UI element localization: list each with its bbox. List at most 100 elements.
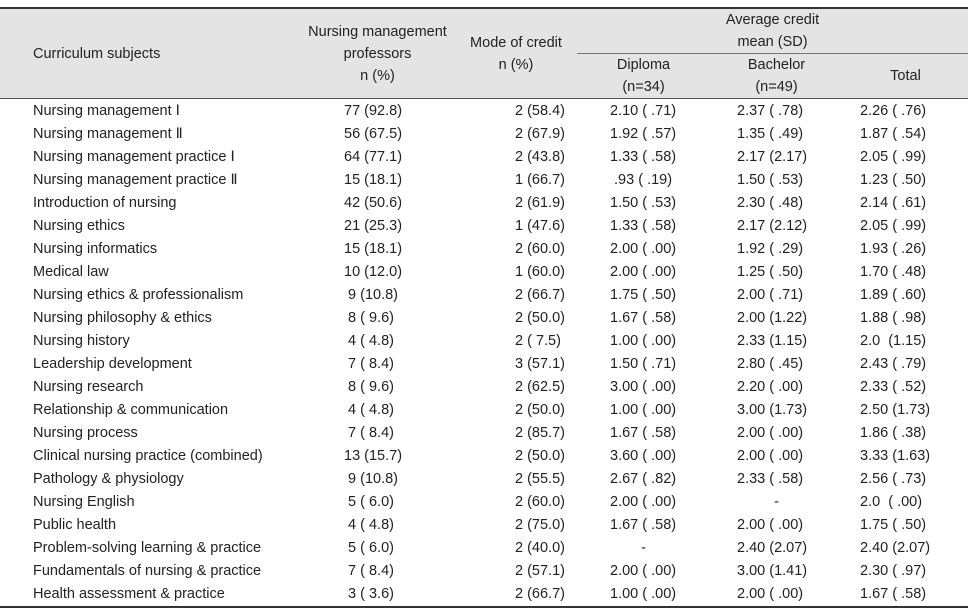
cell-professors: 42 (50.6) [344, 195, 403, 211]
cell-mode: 2 ( 7.5) [515, 333, 561, 349]
cell-bachelor: 2.80 ( .45) [737, 356, 804, 372]
cell-mode: 2 (57.1) [515, 563, 565, 579]
header-professors-line1: Nursing management [308, 23, 447, 40]
cell-mode: 2 (85.7) [515, 425, 565, 441]
cell-subject: Public health [33, 517, 117, 533]
cell-total: 1.86 ( .38) [860, 425, 927, 441]
cell-diploma: 2.67 ( .82) [610, 471, 677, 487]
cell-professors: 77 (92.8) [344, 103, 403, 119]
cell-professors: 15 (18.1) [344, 172, 403, 188]
cell-subject: Nursing process [33, 425, 138, 441]
cell-diploma: .93 ( .19) [610, 172, 673, 188]
cell-mode: 2 (60.0) [515, 241, 565, 257]
cell-subject: Health assessment & practice [0, 583, 300, 608]
cell-bachelor: - [774, 494, 779, 510]
table-row: Nursing ethics 21 (25.3) 1 (47.6) 1.33 ( .5… [0, 215, 968, 238]
cell-total: 2.50 (1.73) [860, 402, 931, 418]
cell-total: 2.0 ( .00) [860, 494, 923, 510]
credit-table: Curriculum subjects Nursing management p… [0, 7, 968, 608]
cell-bachelor: 1.92 ( .29) [737, 241, 804, 257]
cell-professors: 4 ( 4.8) [344, 333, 394, 349]
cell-subject: Nursing philosophy & ethics [33, 310, 212, 326]
cell-mode: 3 (57.1) [515, 356, 565, 372]
cell-total: 2.30 ( .97) [860, 563, 927, 579]
table-row: Health assessment & practice 3 ( 3.6) 2 (… [0, 583, 968, 608]
cell-mode: 2 (50.0) [515, 448, 565, 464]
cell-subject: Leadership development [33, 356, 192, 372]
cell-bachelor: 2.20 ( .00) [737, 379, 804, 395]
cell-bachelor: 3.00 (1.73) [737, 402, 808, 418]
cell-mode: 2 (61.9) [515, 195, 565, 211]
cell-subject: Nursing research [33, 379, 144, 395]
table-row: Relationship & communication 4 ( 4.8) 2 (… [0, 399, 968, 422]
cell-subject: Nursing ethics & professionalism [33, 287, 244, 303]
cell-subject: Nursing informatics [33, 241, 158, 257]
cell-subject: Nursing ethics [33, 218, 125, 234]
cell-diploma: 1.92 ( .57) [610, 126, 677, 142]
cell-mode: 2 (75.0) [515, 517, 565, 533]
header-mode-of-credit: Mode of credit n (%) [455, 7, 577, 99]
cell-professors: 9 (10.8) [344, 471, 398, 487]
header-professors: Nursing management professors n (%) [300, 7, 455, 99]
cell-mode: 1 (66.7) [515, 172, 565, 188]
cell-total: 2.43 ( .79) [860, 356, 927, 372]
cell-mode: 2 (67.9) [515, 126, 565, 142]
table-row: Pathology & physiology 9 (10.8) 2 (55.5) 2… [0, 468, 968, 491]
cell-diploma: 3.60 ( .00) [610, 448, 677, 464]
header-diploma-line1: Diploma [616, 57, 671, 73]
cell-diploma: 1.67 ( .58) [610, 310, 677, 326]
table-row: Nursing ethics & professionalism 9 (10.8… [0, 284, 968, 307]
header-average-credit: Average credit mean (SD) [577, 7, 968, 54]
table-row: Nursing informatics 15 (18.1) 2 (60.0) 2.00… [0, 238, 968, 261]
cell-bachelor: 3.00 (1.41) [737, 563, 808, 579]
cell-diploma: 2.10 ( .71) [610, 103, 677, 119]
cell-total: 1.87 ( .54) [860, 126, 927, 142]
cell-diploma: 1.00 ( .00) [610, 333, 677, 349]
header-total: Total [890, 68, 921, 84]
cell-mode: 2 (40.0) [515, 540, 565, 556]
cell-professors: 21 (25.3) [344, 218, 403, 234]
table-row: Nursing process 7 ( 8.4) 2 (85.7) 1.67 ( .… [0, 422, 968, 445]
cell-bachelor: 1.25 ( .50) [737, 264, 804, 280]
table-row: Nursing English 5 ( 6.0) 2 (60.0) 2.00 ( .… [0, 491, 968, 514]
cell-mode: 2 (58.4) [515, 103, 565, 119]
cell-diploma: 1.67 ( .58) [610, 425, 677, 441]
table-row: Nursing philosophy & ethics 8 ( 9.6) 2 (5… [0, 307, 968, 330]
cell-subject: Nursing management Ⅱ [33, 126, 183, 142]
cell-subject: Nursing management Ⅰ [33, 103, 180, 119]
header-bachelor: Bachelor (n=49) [710, 54, 843, 99]
table-row: Public health 4 ( 4.8) 2 (75.0) 1.67 ( .58… [0, 514, 968, 537]
cell-total: 2.0 (1.15) [860, 333, 927, 349]
cell-mode: 2 (60.0) [515, 494, 565, 510]
cell-diploma: 1.33 ( .58) [610, 218, 677, 234]
cell-subject: Clinical nursing practice (combined) [33, 448, 263, 464]
cell-total: 1.23 ( .50) [860, 172, 927, 188]
cell-professors: 3 ( 3.6) [300, 583, 455, 608]
cell-subject: Introduction of nursing [33, 195, 177, 211]
cell-total: 1.89 ( .60) [860, 287, 927, 303]
header-average-line1: Average credit [725, 12, 820, 28]
cell-professors: 7 ( 8.4) [344, 356, 394, 372]
cell-professors: 15 (18.1) [344, 241, 403, 257]
cell-professors: 56 (67.5) [344, 126, 403, 142]
cell-bachelor: 2.40 (2.07) [737, 540, 808, 556]
cell-diploma: 2.00 ( .00) [610, 494, 677, 510]
cell-professors: 8 ( 9.6) [344, 379, 394, 395]
cell-diploma: - [641, 540, 646, 556]
cell-bachelor: 2.00 ( .00) [737, 448, 804, 464]
header-mode-line1: Mode of credit [470, 34, 562, 51]
cell-mode: 2 (62.5) [515, 379, 565, 395]
table-row: Nursing research 8 ( 9.6) 2 (62.5) 3.00 ( … [0, 376, 968, 399]
cell-professors: 9 (10.8) [344, 287, 398, 303]
header-bachelor-line2: (n=49) [755, 79, 798, 95]
cell-bachelor: 2.30 ( .48) [737, 195, 804, 211]
cell-bachelor: 2.33 (1.15) [737, 333, 808, 349]
header-diploma-line2: (n=34) [622, 79, 665, 95]
cell-total: 2.56 ( .73) [860, 471, 927, 487]
cell-bachelor: 2.00 ( .00) [710, 583, 843, 608]
cell-subject: Nursing English [33, 494, 135, 510]
cell-diploma: 1.75 ( .50) [610, 287, 677, 303]
cell-bachelor: 2.37 ( .78) [737, 103, 804, 119]
table-row: Problem-solving learning & practice 5 ( … [0, 537, 968, 560]
cell-total: 1.93 ( .26) [860, 241, 927, 257]
